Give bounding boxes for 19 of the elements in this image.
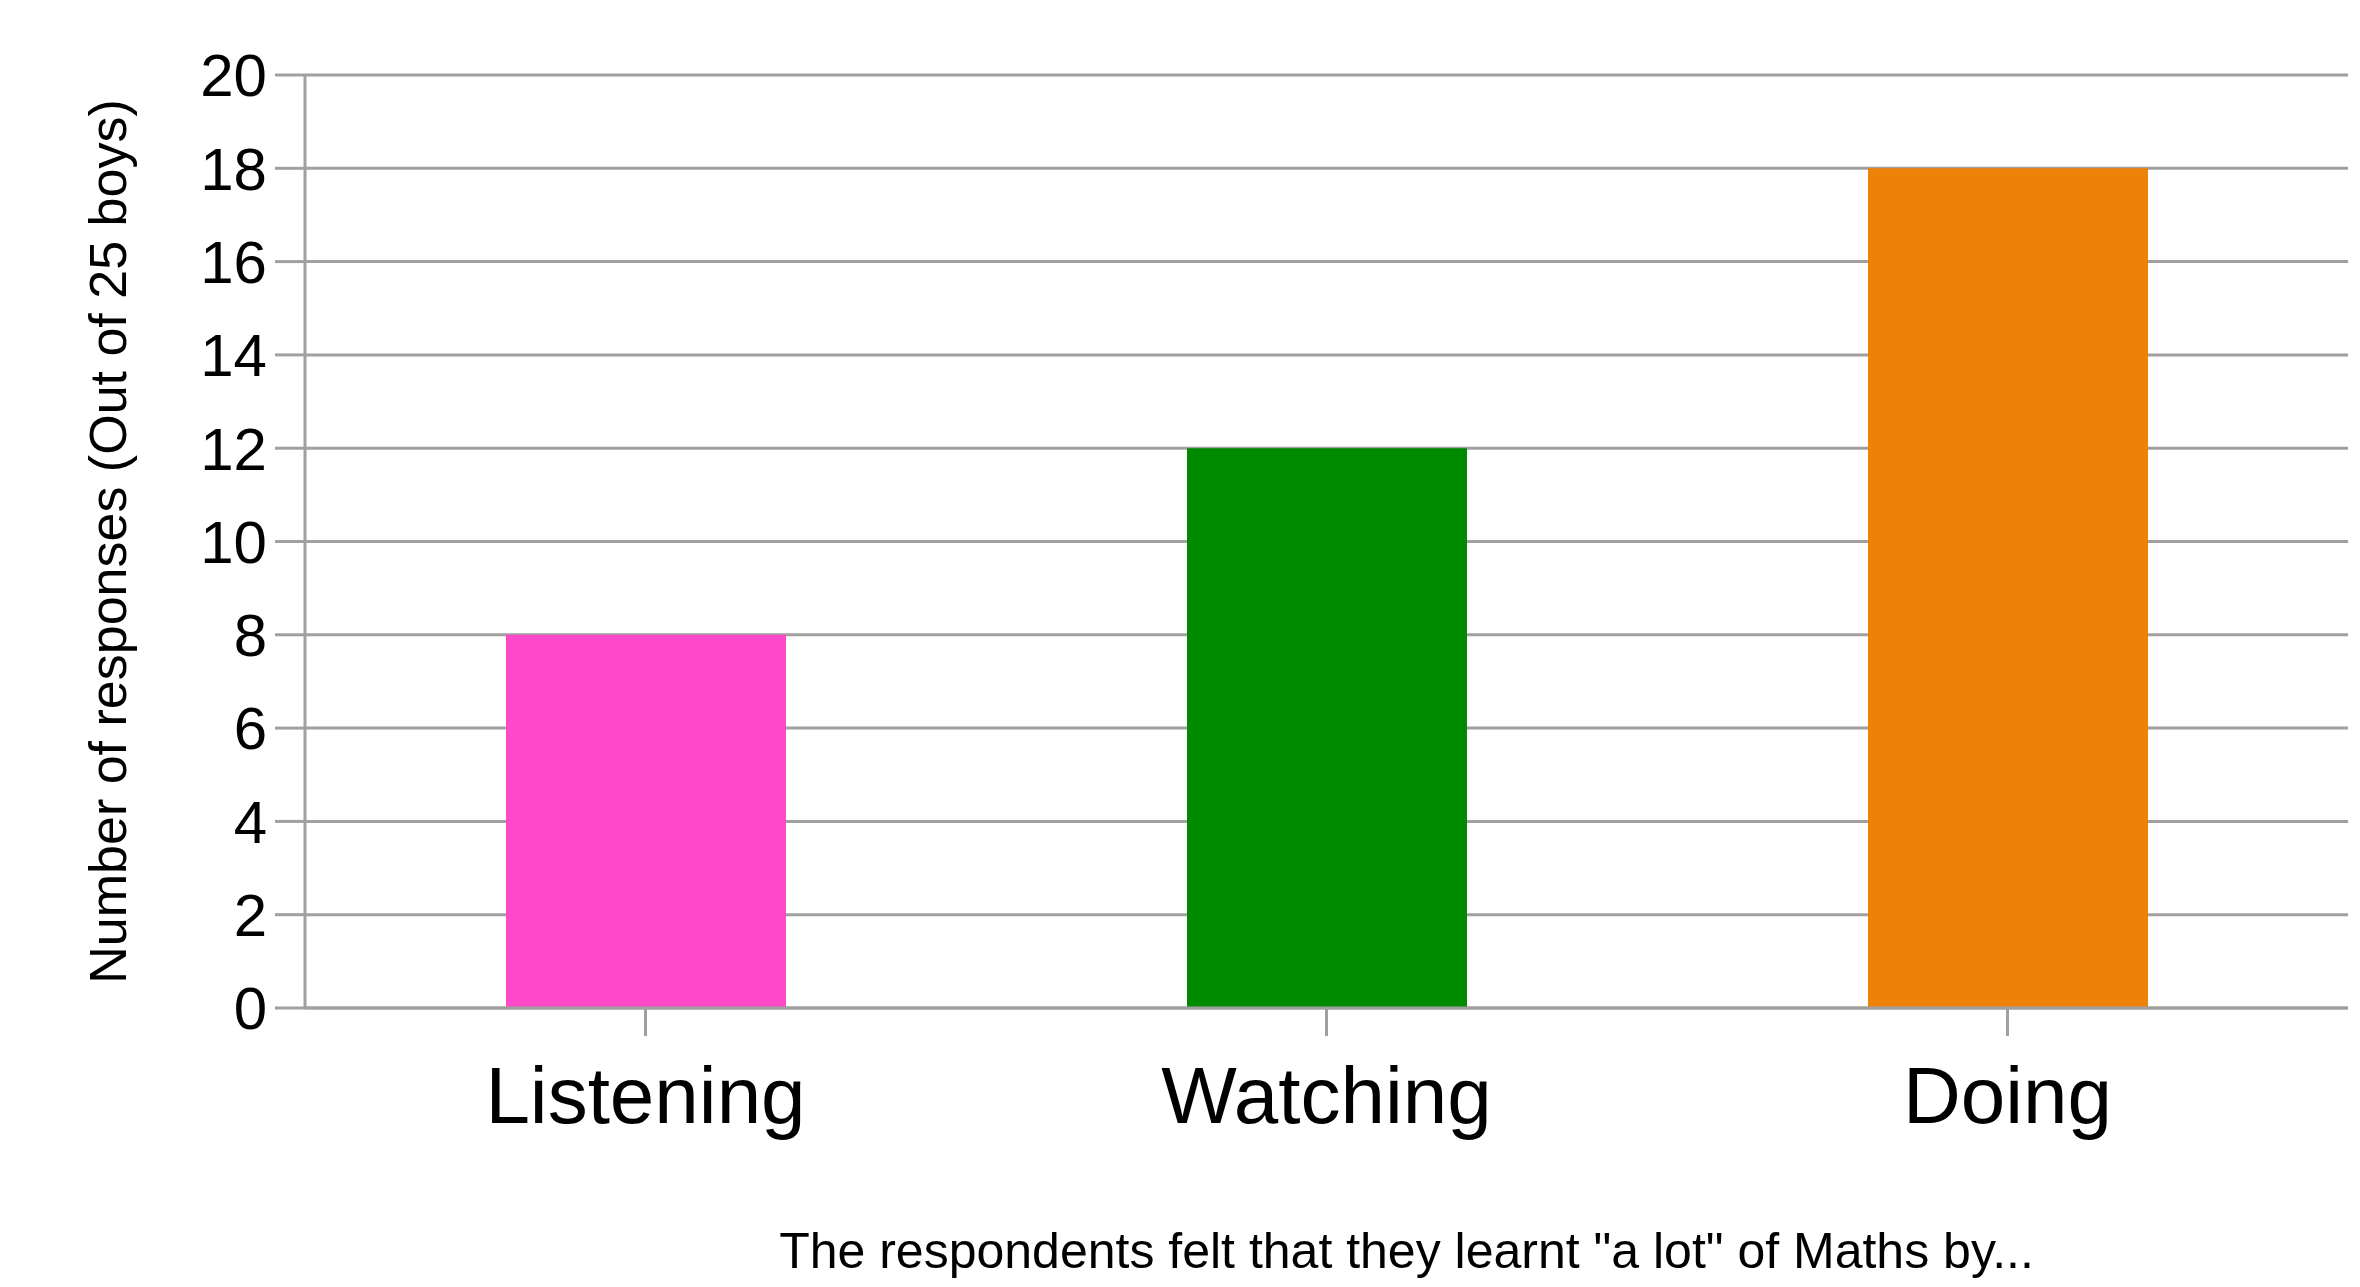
y-axis-title: Number of responses (Out of 25 boys) — [79, 99, 138, 984]
x-tick-label: Listening — [485, 1051, 806, 1140]
y-tick-label: 6 — [233, 695, 267, 763]
x-tick-label: Watching — [1161, 1051, 1492, 1140]
y-tick-label: 2 — [233, 882, 267, 949]
y-tick-label: 16 — [200, 228, 267, 296]
y-tick-label: 8 — [233, 602, 267, 670]
bar — [1868, 168, 2148, 1008]
y-tick-label: 4 — [233, 788, 267, 856]
y-tick-label: 10 — [200, 508, 267, 576]
bar — [1187, 448, 1467, 1008]
y-tick-label: 12 — [200, 415, 267, 483]
y-tick-label: 0 — [233, 975, 267, 1043]
y-tick-label: 20 — [200, 42, 267, 110]
y-tick-label: 14 — [200, 322, 267, 390]
y-tick-label: 18 — [200, 135, 267, 203]
x-tick-label: Doing — [1902, 1051, 2113, 1140]
x-axis-title: The respondents felt that they learnt "a lot" of Maths by... — [779, 1223, 2034, 1279]
bar — [506, 634, 786, 1008]
